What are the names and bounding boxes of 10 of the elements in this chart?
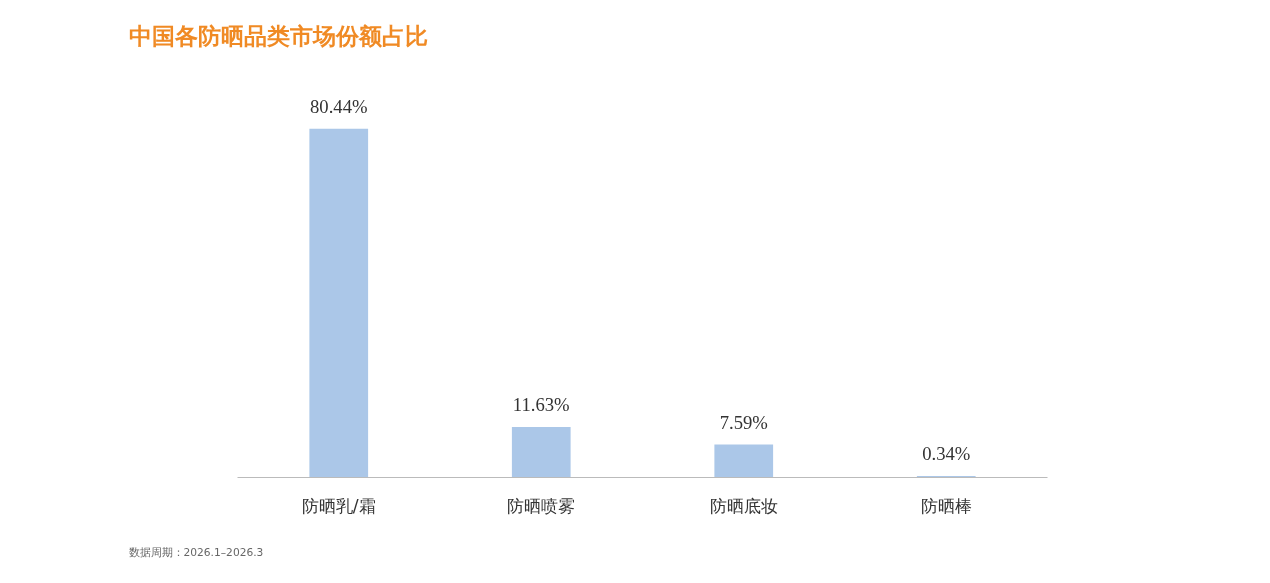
x-tick-label: 防晒底妆 (709, 495, 778, 516)
chart-title: 中国各防晒品类市场份额占比 (128, 22, 428, 49)
data-label: 0.34% (922, 443, 971, 465)
data-label: 80.44% (309, 95, 368, 117)
x-tick-label: 防晒乳/霜 (301, 495, 376, 516)
data-label: 11.63% (512, 394, 570, 416)
x-tick-label: 防晒棒 (920, 495, 972, 516)
text: 数据周期：2026.1–2026.3 (128, 545, 264, 559)
data-label: 7.59% (719, 411, 768, 433)
x-tick-label: 防晒喷雾 (507, 495, 576, 516)
